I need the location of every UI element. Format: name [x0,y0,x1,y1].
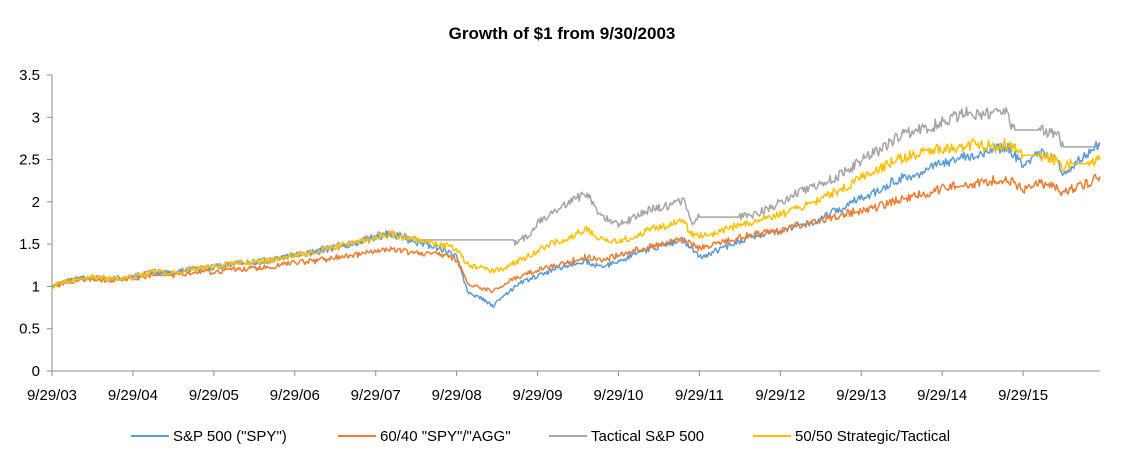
y-tick-label: 3.5 [19,67,40,84]
legend-label: Tactical S&P 500 [591,428,704,445]
x-tick-label: 9/29/03 [27,387,77,404]
x-tick-label: 9/29/13 [836,387,886,404]
x-axis: 9/29/03 9/29/04 9/29/05 9/29/06 9/29/07 9/29/… [27,370,1100,404]
x-tick-label: 9/29/08 [432,387,482,404]
series-lines [51,106,1101,308]
y-tick-label: 3 [32,109,40,126]
y-axis: 0 0.5 1 1.5 2 2.5 3 3.5 [19,67,53,380]
chart-title: Growth of $1 from 9/30/2003 [449,24,676,43]
x-tick-label: 9/29/05 [189,387,239,404]
series-line-0 [51,141,1101,308]
x-tick-label: 9/29/11 [675,387,724,404]
x-tick-label: 9/29/12 [755,387,805,404]
x-tick-label: 9/29/15 [998,387,1048,404]
legend: S&P 500 ("SPY") 60/40 "SPY"/"AGG" Tactical… [131,428,950,445]
series-line-3 [51,138,1101,290]
x-tick-label: 9/29/06 [270,387,320,404]
y-tick-label: 0.5 [19,321,40,338]
legend-label: 60/40 "SPY"/"AGG" [380,428,511,445]
x-tick-label: 9/29/09 [513,387,563,404]
y-tick-label: 2.5 [19,152,40,169]
y-tick-label: 0 [32,363,40,380]
x-tick-label: 9/29/04 [108,387,158,404]
y-tick-label: 1 [32,278,40,295]
y-tick-label: 1.5 [19,236,40,253]
y-tick-label: 2 [32,194,40,211]
series-line-1 [51,173,1101,294]
x-tick-label: 9/29/10 [593,387,643,404]
legend-label: S&P 500 ("SPY") [173,428,287,445]
legend-label: 50/50 Strategic/Tactical [795,428,950,445]
x-tick-label: 9/29/14 [917,387,967,404]
x-tick-label: 9/29/07 [351,387,401,404]
